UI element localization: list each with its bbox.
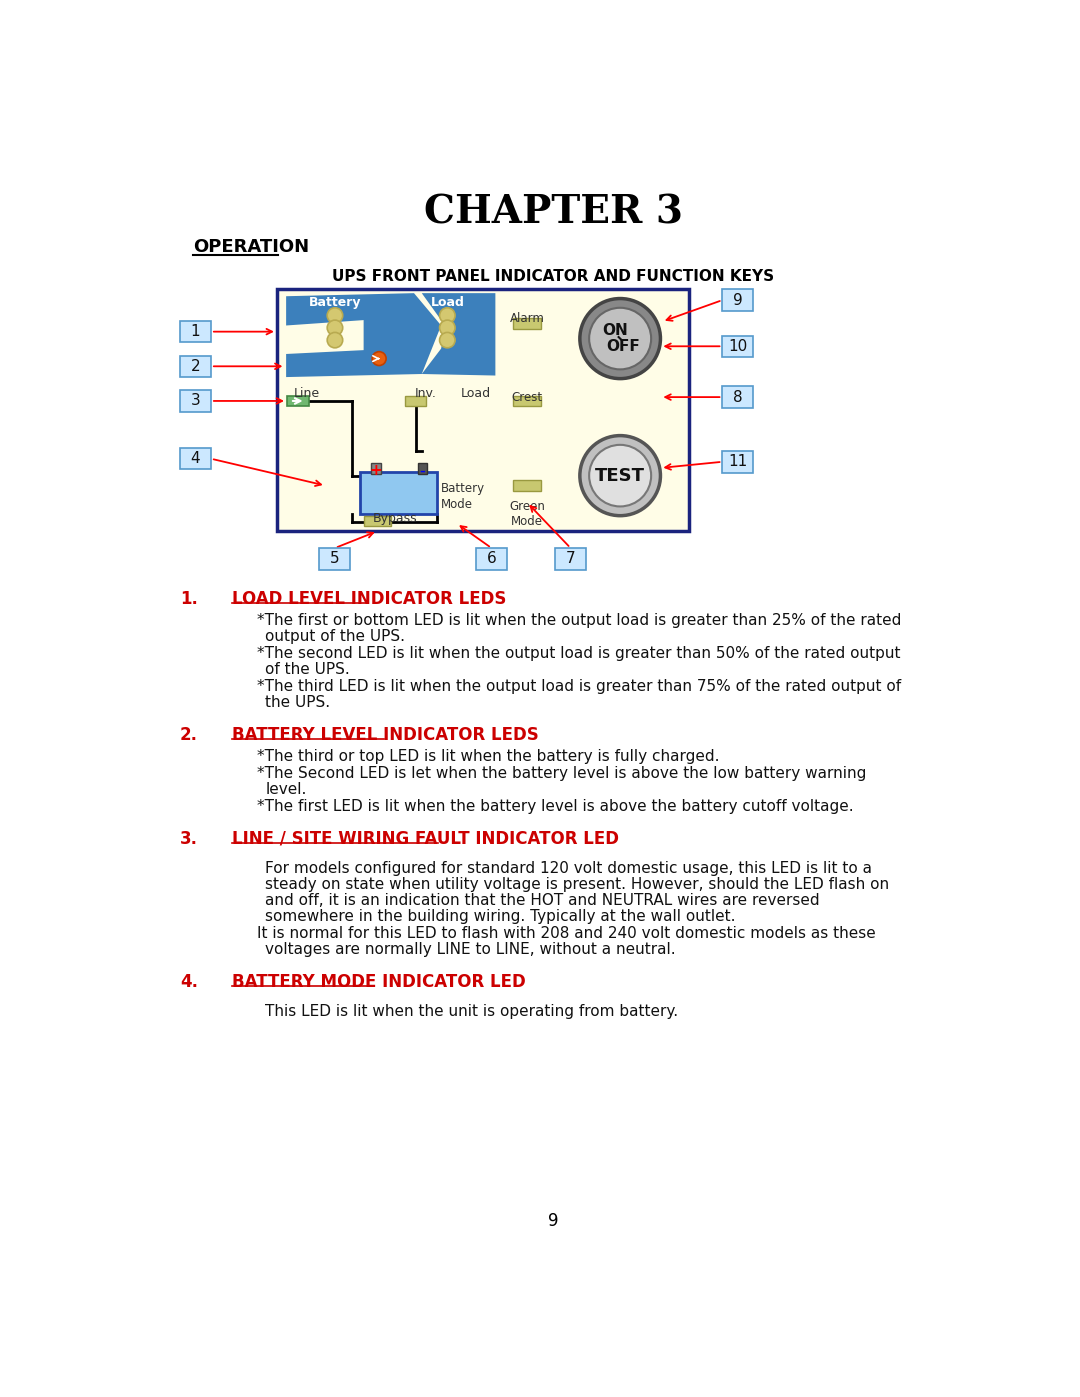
Text: LINE / SITE WIRING FAULT INDICATOR LED: LINE / SITE WIRING FAULT INDICATOR LED: [232, 830, 619, 848]
Bar: [287, 395, 309, 407]
Circle shape: [440, 320, 455, 335]
Circle shape: [580, 299, 661, 379]
Bar: [723, 289, 754, 312]
Circle shape: [327, 332, 342, 348]
Text: This LED is lit when the unit is operating from battery.: This LED is lit when the unit is operati…: [266, 1004, 678, 1018]
Bar: [555, 548, 586, 570]
Text: of the UPS.: of the UPS.: [266, 662, 350, 678]
Circle shape: [327, 307, 342, 323]
Bar: [364, 515, 391, 525]
Text: 10: 10: [728, 339, 747, 353]
Text: BATTERY MODE INDICATOR LED: BATTERY MODE INDICATOR LED: [232, 974, 526, 990]
Text: Load: Load: [461, 387, 491, 400]
Bar: [723, 335, 754, 358]
Text: OFF: OFF: [606, 339, 640, 353]
Text: 4.: 4.: [180, 974, 198, 990]
Text: Green
Mode: Green Mode: [509, 500, 545, 528]
Text: output of the UPS.: output of the UPS.: [266, 629, 405, 644]
Bar: [513, 481, 541, 490]
Text: somewhere in the building wiring. Typically at the wall outlet.: somewhere in the building wiring. Typica…: [266, 909, 735, 925]
Text: 5: 5: [330, 552, 340, 566]
Text: TEST: TEST: [595, 467, 645, 485]
Text: the UPS.: the UPS.: [266, 696, 330, 710]
Bar: [723, 387, 754, 408]
Bar: [320, 548, 350, 570]
Polygon shape: [422, 293, 496, 376]
Text: *The third LED is lit when the output load is greater than 75% of the rated outp: *The third LED is lit when the output lo…: [257, 679, 902, 694]
Polygon shape: [286, 293, 441, 377]
Circle shape: [580, 436, 661, 515]
Bar: [513, 395, 541, 407]
Text: *The first or bottom LED is lit when the output load is greater than 25% of the : *The first or bottom LED is lit when the…: [257, 613, 902, 627]
Text: It is normal for this LED to flash with 208 and 240 volt domestic models as thes: It is normal for this LED to flash with …: [257, 926, 876, 942]
Text: Bypass: Bypass: [373, 513, 417, 525]
Bar: [360, 472, 437, 514]
Circle shape: [440, 307, 455, 323]
Text: 8: 8: [733, 390, 743, 405]
Circle shape: [440, 332, 455, 348]
Text: Load: Load: [431, 296, 464, 309]
Bar: [372, 464, 380, 474]
Text: Alarm: Alarm: [510, 312, 544, 326]
Text: *The first LED is lit when the battery level is above the battery cutoff voltage: *The first LED is lit when the battery l…: [257, 799, 854, 814]
Bar: [180, 355, 211, 377]
Text: 6: 6: [487, 552, 497, 566]
Text: 7: 7: [566, 552, 576, 566]
Text: 2: 2: [191, 359, 200, 374]
Text: BATTERY LEVEL INDICATOR LEDS: BATTERY LEVEL INDICATOR LEDS: [232, 726, 539, 743]
Text: +: +: [369, 462, 382, 478]
Text: LOAD LEVEL INDICATOR LEDS: LOAD LEVEL INDICATOR LEDS: [232, 590, 507, 608]
Text: and off, it is an indication that the HOT and NEUTRAL wires are reversed: and off, it is an indication that the HO…: [266, 893, 820, 908]
Text: voltages are normally LINE to LINE, without a neutral.: voltages are normally LINE to LINE, with…: [266, 942, 676, 957]
Text: CHAPTER 3: CHAPTER 3: [424, 193, 683, 232]
Text: -: -: [420, 461, 426, 479]
Circle shape: [373, 352, 387, 366]
Text: 9: 9: [733, 292, 743, 307]
Text: 3: 3: [190, 394, 200, 408]
Bar: [723, 451, 754, 472]
Text: 9: 9: [549, 1213, 558, 1229]
Text: 11: 11: [728, 454, 747, 469]
Text: Crest: Crest: [512, 391, 543, 404]
Text: Battery
Mode: Battery Mode: [441, 482, 485, 511]
Text: 3.: 3.: [180, 830, 198, 848]
Text: OPERATION: OPERATION: [193, 237, 309, 256]
Text: ON: ON: [603, 323, 629, 338]
Text: For models configured for standard 120 volt domestic usage, this LED is lit to a: For models configured for standard 120 v…: [266, 861, 873, 876]
Bar: [180, 448, 211, 469]
Text: 1: 1: [191, 324, 200, 339]
Text: steady on state when utility voltage is present. However, should the LED flash o: steady on state when utility voltage is …: [266, 877, 889, 891]
Bar: [180, 321, 211, 342]
Circle shape: [590, 307, 651, 369]
Circle shape: [327, 320, 342, 335]
Bar: [476, 548, 507, 570]
Bar: [418, 464, 428, 474]
Text: *The third or top LED is lit when the battery is fully charged.: *The third or top LED is lit when the ba…: [257, 749, 720, 764]
Text: Battery: Battery: [309, 296, 361, 309]
Bar: [513, 317, 541, 328]
Bar: [180, 390, 211, 412]
Bar: [405, 395, 427, 407]
Text: level.: level.: [266, 782, 307, 798]
Text: 4: 4: [191, 451, 200, 467]
Text: Inv.: Inv.: [415, 387, 436, 400]
Bar: [276, 289, 689, 531]
Text: UPS FRONT PANEL INDICATOR AND FUNCTION KEYS: UPS FRONT PANEL INDICATOR AND FUNCTION K…: [333, 270, 774, 285]
Text: 1.: 1.: [180, 590, 198, 608]
Text: 2.: 2.: [180, 726, 198, 743]
Text: *The second LED is lit when the output load is greater than 50% of the rated out: *The second LED is lit when the output l…: [257, 645, 901, 661]
Circle shape: [590, 444, 651, 507]
Text: Line: Line: [294, 387, 320, 400]
Text: *The Second LED is let when the battery level is above the low battery warning: *The Second LED is let when the battery …: [257, 766, 867, 781]
